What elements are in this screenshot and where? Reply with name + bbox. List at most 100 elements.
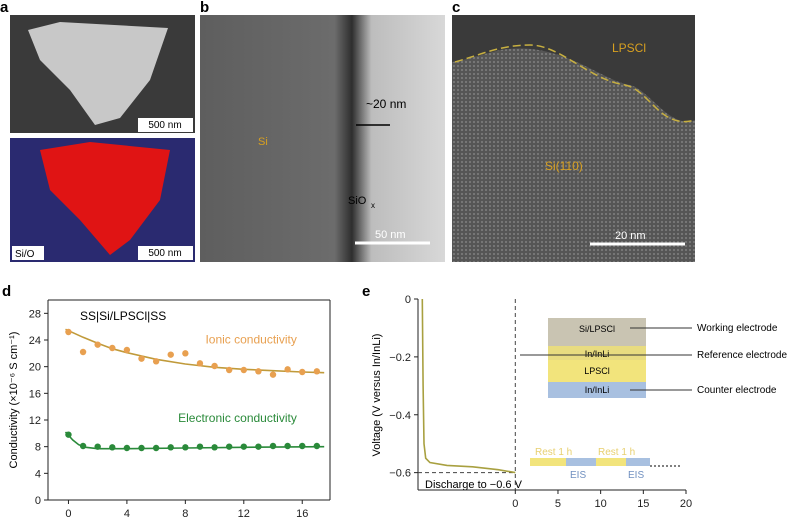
point (269, 371, 277, 378)
y-tick-label: 28 (29, 308, 41, 320)
layer-label: Si/LPSCl (579, 324, 615, 334)
x-tick-label: 0 (65, 508, 71, 520)
panel-label: c (452, 0, 460, 16)
point (211, 362, 218, 370)
point (240, 443, 247, 450)
point (269, 442, 277, 450)
scale-box (138, 118, 193, 132)
y-tick-label: 24 (29, 335, 41, 347)
point (152, 358, 160, 365)
x-tick-label: 0 (512, 498, 518, 510)
point (123, 346, 131, 354)
point (255, 443, 262, 450)
tem-image (200, 15, 445, 262)
point (225, 366, 233, 374)
point (225, 443, 233, 450)
electrode-label: Working electrode (697, 323, 778, 334)
scale-label: 50 nm (375, 229, 406, 241)
y-tick-label: −0.2 (389, 352, 411, 364)
y-tick-label: 4 (35, 468, 41, 480)
timeline-segment (596, 458, 626, 466)
map-label-box (12, 246, 44, 260)
point (182, 444, 189, 451)
annotation: Si(110) (545, 159, 583, 173)
point (313, 368, 321, 375)
panel-label: d (2, 283, 11, 300)
layer (548, 382, 646, 398)
point (240, 366, 247, 374)
point (299, 368, 306, 376)
y-tick-label: −0.6 (389, 468, 411, 480)
y-tick-label: 12 (29, 415, 41, 427)
timeline-segment (626, 458, 650, 466)
inset: Si/LPSCl In/InLi LPSCl In/InLi Working e… (520, 318, 787, 481)
panel-label: b (200, 0, 209, 16)
timeline-label: EIS (570, 470, 586, 481)
series-label: Ionic conductivity (205, 332, 296, 346)
electrolyte-region (452, 15, 695, 122)
x-tick-label: 8 (182, 508, 188, 520)
point (167, 351, 174, 358)
annotation: SiO (348, 195, 367, 207)
point (255, 368, 262, 375)
x-tick-label: 20 (680, 498, 692, 510)
layer (548, 318, 646, 346)
point (196, 360, 204, 367)
point (79, 442, 87, 450)
timeline-label: EIS (628, 470, 644, 481)
annotation: ~20 nm (366, 97, 406, 111)
line (421, 298, 516, 474)
point (196, 443, 204, 450)
chart-title: SS|Si/LPSCl|SS (80, 309, 166, 323)
scale-label: 500 nm (148, 120, 181, 131)
point (284, 366, 291, 373)
y-tick-label: 0 (405, 294, 411, 306)
point (94, 443, 101, 450)
scale-label: 20 nm (615, 230, 646, 242)
x-tick-label: 5 (555, 498, 561, 510)
point (65, 431, 72, 438)
y-axis-label: Conductivity (×10⁻⁶ S cm⁻¹) (8, 332, 20, 469)
point (138, 355, 145, 362)
point (299, 442, 306, 450)
interface (454, 44, 696, 123)
point (123, 444, 131, 452)
y-axis-label: Voltage (V versus In/InLi) (371, 334, 383, 457)
layer-label: LPSCl (584, 366, 610, 376)
electrode-label: Counter electrode (697, 385, 777, 396)
annotation: LPSCl (612, 41, 646, 55)
electrode-label: Reference electrode (697, 350, 787, 361)
y-tick-label: −0.4 (389, 410, 411, 422)
y-tick-label: 0 (35, 495, 41, 507)
point (109, 444, 116, 451)
si-region (40, 142, 170, 255)
y-tick-label: 16 (29, 388, 41, 400)
panel-label: e (362, 283, 370, 300)
point (79, 348, 87, 356)
point (138, 444, 145, 452)
x-tick-label: 15 (637, 498, 649, 510)
layer (548, 360, 646, 382)
y-tick-label: 20 (29, 362, 41, 374)
layer-label: In/InLi (585, 349, 610, 359)
annotation: x (371, 201, 375, 210)
timeline-segment (566, 458, 596, 466)
scale-label: 500 nm (148, 248, 181, 259)
point (284, 442, 291, 450)
annotation: Si (258, 136, 268, 148)
x-tick-label: 10 (595, 498, 607, 510)
panel-label: a (0, 0, 9, 16)
map-label: Si/O (15, 249, 35, 260)
series-label: Electronic conductivity (178, 411, 297, 425)
point (167, 444, 174, 451)
annotation: Discharge to −0.6 V (425, 479, 523, 491)
point (109, 344, 116, 352)
timeline-segment (530, 458, 566, 466)
x-tick-label: 12 (238, 508, 250, 520)
x-tick-label: 4 (124, 508, 130, 520)
fit-line (65, 328, 325, 374)
particle (28, 22, 168, 125)
timeline-label: Rest 1 h (535, 447, 572, 458)
layer-label: In/InLi (585, 385, 610, 395)
point (313, 442, 321, 450)
